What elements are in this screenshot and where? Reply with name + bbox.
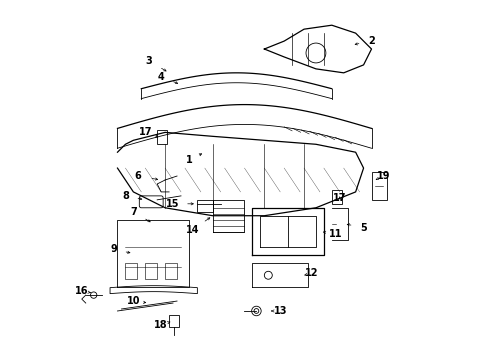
- Text: 11: 11: [328, 229, 342, 239]
- Text: 17: 17: [138, 127, 152, 138]
- Bar: [371, 172, 386, 200]
- Text: 9: 9: [110, 244, 117, 255]
- Text: 10: 10: [126, 296, 140, 306]
- Bar: [197, 200, 212, 212]
- Text: 12: 12: [305, 268, 318, 278]
- Text: 6: 6: [134, 171, 141, 181]
- Text: 8: 8: [122, 191, 129, 201]
- Text: 19: 19: [376, 171, 389, 181]
- Text: 14: 14: [186, 225, 199, 235]
- Text: 13: 13: [273, 306, 286, 316]
- Text: 7: 7: [130, 207, 137, 217]
- Bar: [145, 264, 157, 279]
- Text: 17: 17: [332, 193, 346, 203]
- Text: 2: 2: [367, 36, 374, 46]
- Text: 16: 16: [75, 286, 88, 296]
- Bar: [157, 130, 167, 144]
- Bar: [165, 264, 177, 279]
- Text: 18: 18: [154, 320, 167, 330]
- Text: 15: 15: [166, 199, 180, 209]
- Text: 1: 1: [185, 155, 192, 165]
- Text: 4: 4: [158, 72, 164, 82]
- Text: 5: 5: [360, 222, 366, 233]
- Bar: [331, 190, 341, 204]
- Bar: [169, 315, 179, 327]
- Text: 3: 3: [145, 56, 152, 66]
- Bar: [125, 264, 137, 279]
